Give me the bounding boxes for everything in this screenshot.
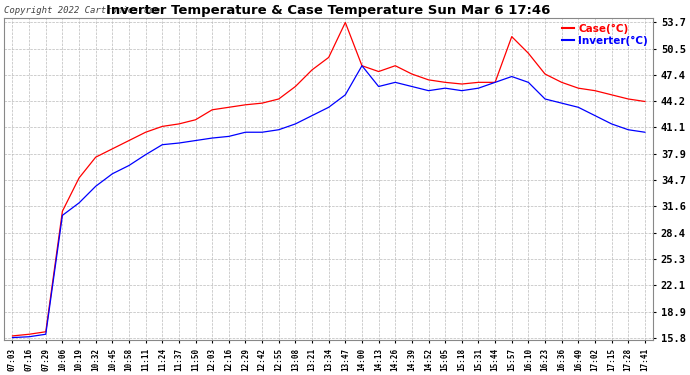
Legend: Case(°C), Inverter(°C): Case(°C), Inverter(°C) <box>562 24 648 46</box>
Text: Copyright 2022 Cartronics.com: Copyright 2022 Cartronics.com <box>4 6 160 15</box>
Title: Inverter Temperature & Case Temperature Sun Mar 6 17:46: Inverter Temperature & Case Temperature … <box>106 4 551 17</box>
